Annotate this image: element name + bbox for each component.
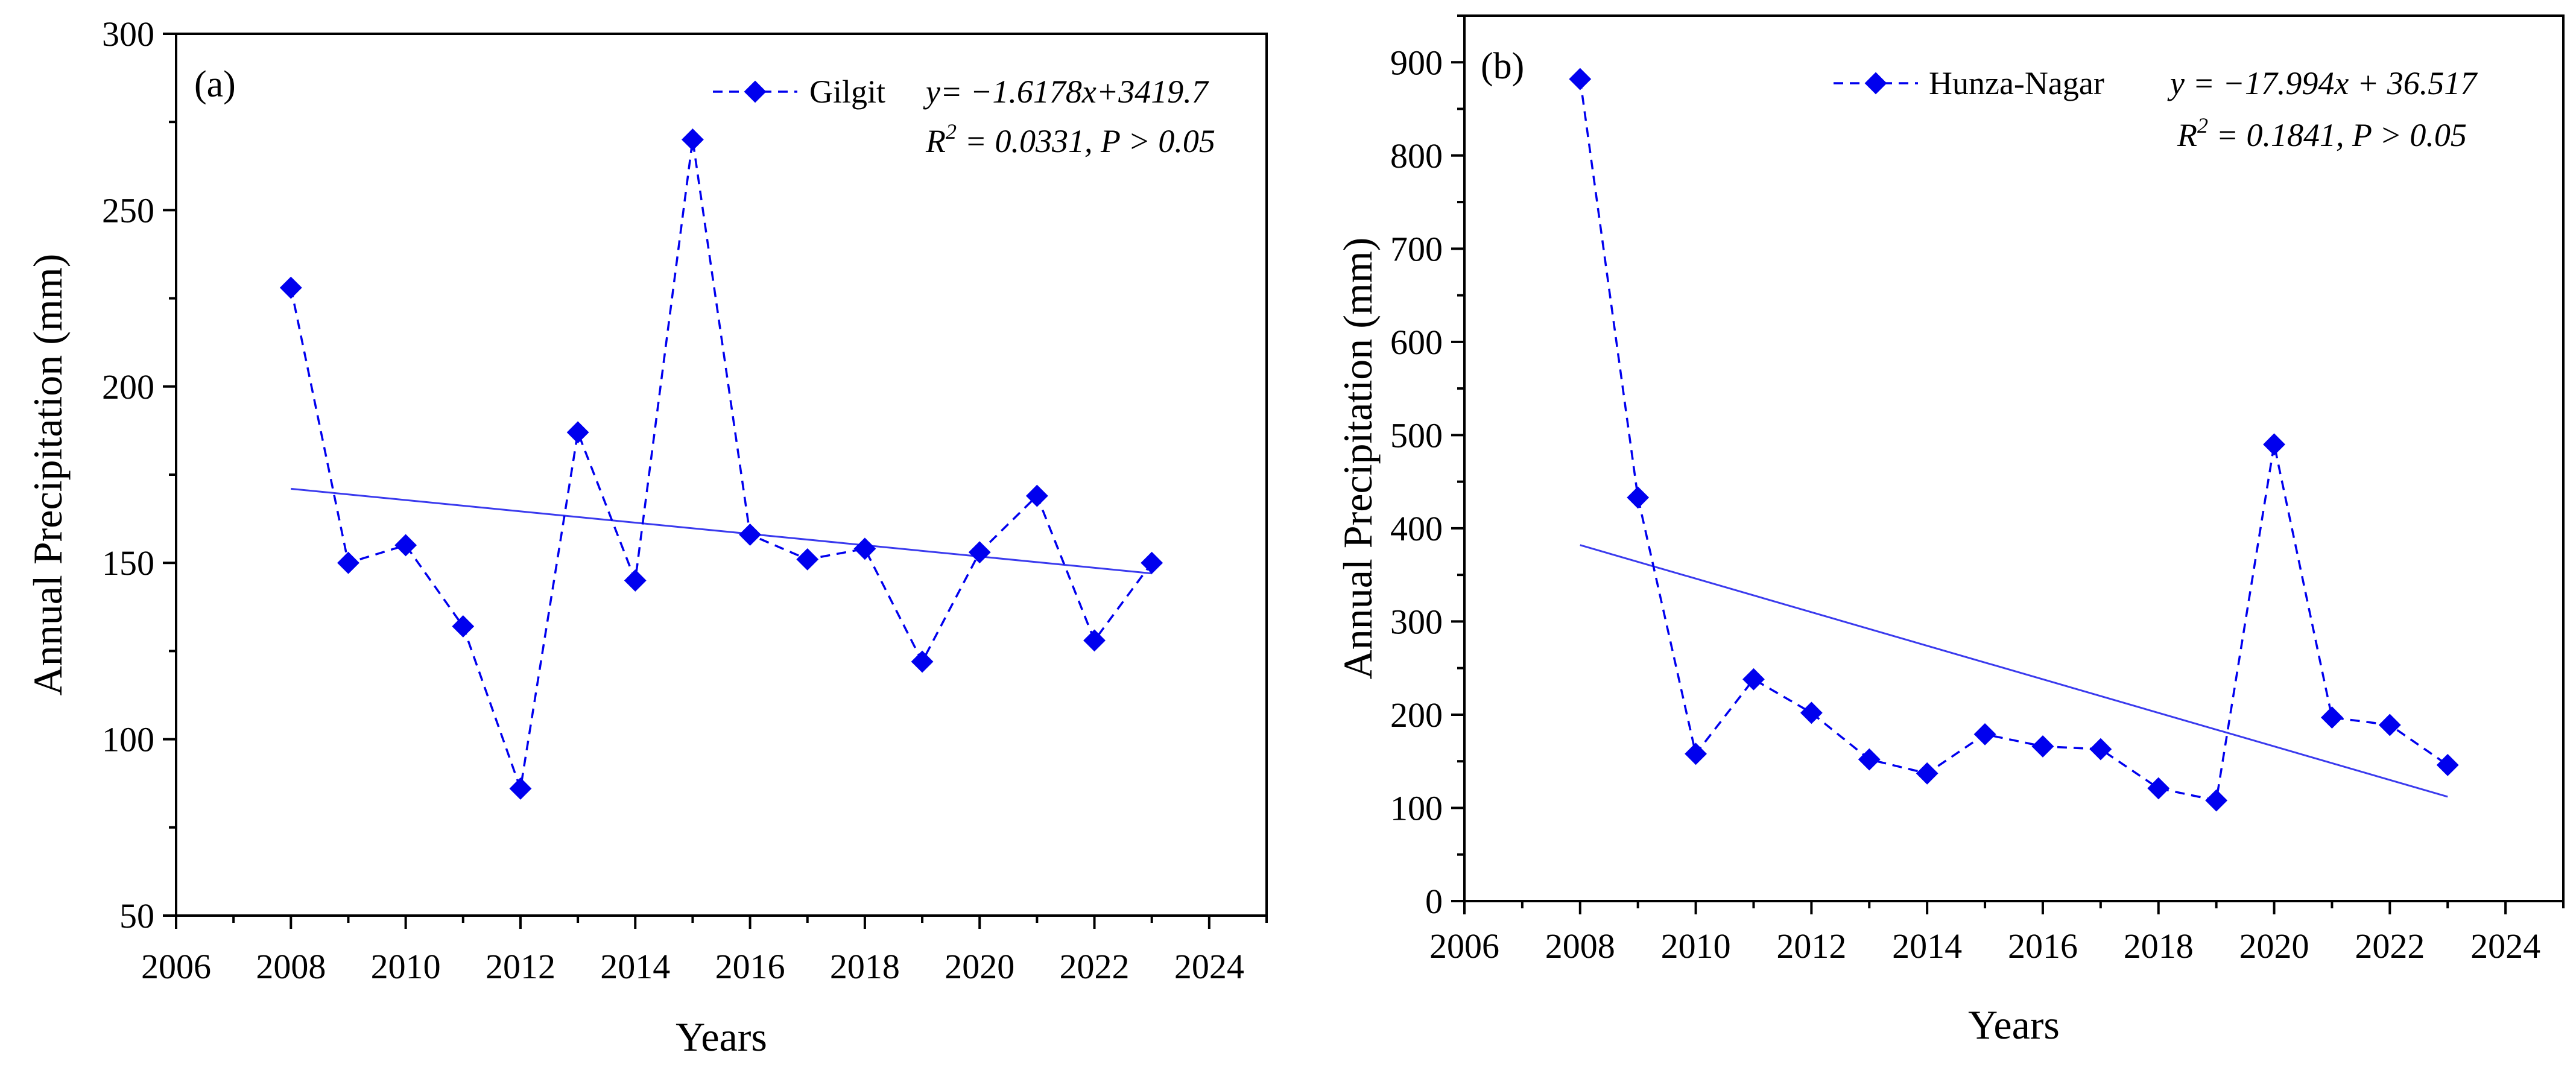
r-symbol: R: [925, 123, 946, 159]
chart-panel-0: 2006 2008 2010 2012 2014 2016 2018 2020 2022 2024…: [25, 14, 1268, 1060]
data-point: [911, 650, 934, 673]
x-tick-label: 2024: [1174, 947, 1244, 986]
data-point: [1858, 748, 1881, 771]
panel-label: (b): [1481, 46, 1524, 87]
data-point: [1627, 486, 1650, 509]
data-point: [2031, 735, 2054, 758]
r-symbol: R: [2177, 117, 2197, 153]
x-tick-label: 2012: [486, 947, 555, 986]
data-point: [509, 777, 532, 800]
y-tick-label: 300: [1390, 602, 1443, 641]
x-tick-label: 2016: [2008, 926, 2078, 966]
y-tick-label: 500: [1390, 416, 1443, 455]
data-point: [1685, 742, 1707, 765]
data-point: [1973, 723, 1996, 745]
y-tick-label: 600: [1390, 323, 1443, 362]
x-tick-label: 2006: [141, 947, 211, 986]
r-exponent: 2: [946, 119, 957, 144]
y-tick-label: 100: [102, 720, 154, 759]
plot-frame: [1463, 14, 2565, 902]
data-point: [1800, 701, 1823, 724]
y-tick-label: 700: [1390, 229, 1443, 268]
legend-marker: [744, 80, 767, 103]
regression-stats: R2 = 0.0331, P > 0.05: [925, 119, 1215, 159]
panel-label: (a): [194, 64, 236, 105]
regression-stats: R2 = 0.1841, P > 0.05: [2177, 113, 2467, 153]
data-point: [968, 541, 991, 564]
x-tick-label: 2014: [600, 947, 670, 986]
data-point: [1742, 668, 1765, 691]
x-tick-label: 2024: [2470, 926, 2540, 966]
x-tick-label: 2008: [256, 947, 326, 986]
legend-label: Hunza-Nagar: [1929, 65, 2104, 101]
regression-equation: y= −1.6178x+3419.7: [923, 74, 1209, 110]
data-point: [2089, 738, 2112, 761]
data-point: [1569, 68, 1592, 90]
y-tick-label: 100: [1390, 788, 1443, 828]
y-tick-label: 200: [1390, 695, 1443, 735]
data-point: [2205, 789, 2228, 812]
data-point: [682, 128, 704, 151]
data-point: [279, 276, 302, 299]
data-point: [2263, 433, 2285, 456]
x-tick-label: 2006: [1429, 926, 1499, 966]
y-tick-label: 150: [102, 543, 154, 583]
stats-rest: = 0.1841, P > 0.05: [2208, 117, 2467, 153]
x-axis-title: Years: [1968, 1002, 2060, 1048]
x-tick-label: 2016: [715, 947, 785, 986]
data-point: [1083, 629, 1106, 652]
data-point: [337, 551, 359, 574]
data-point: [394, 534, 417, 557]
x-tick-label: 2020: [945, 947, 1014, 986]
y-tick-label: 250: [102, 191, 154, 230]
data-point: [739, 524, 761, 546]
data-point: [2147, 777, 2170, 800]
series-line: [290, 139, 1153, 790]
data-point: [566, 421, 589, 444]
x-axis-title: Years: [676, 1014, 767, 1060]
series-line: [1579, 78, 2449, 802]
data-point: [796, 548, 819, 571]
y-tick-label: 900: [1390, 43, 1443, 82]
x-tick-label: 2022: [1060, 947, 1130, 986]
y-axis-title: Annual Precipitation (mm): [25, 254, 71, 696]
r-exponent: 2: [2197, 113, 2208, 138]
data-point: [624, 569, 647, 592]
x-tick-label: 2010: [371, 947, 441, 986]
regression-equation: y = −17.994x + 36.517: [2167, 65, 2478, 101]
data-point: [2378, 714, 2401, 736]
data-point: [2436, 753, 2459, 776]
data-point: [853, 537, 876, 560]
x-tick-label: 2010: [1661, 926, 1731, 966]
y-axis-title: Annual Precipitation (mm): [1335, 238, 1381, 680]
x-tick-label: 2018: [830, 947, 900, 986]
data-point: [452, 615, 475, 638]
y-tick-label: 200: [102, 367, 154, 407]
x-tick-label: 2022: [2355, 926, 2425, 966]
y-tick-label: 50: [119, 896, 154, 935]
legend-marker: [1864, 72, 1887, 95]
data-point: [1916, 762, 1938, 785]
data-point: [2321, 706, 2343, 729]
stats-rest: = 0.0331, P > 0.05: [957, 123, 1215, 159]
trend-line: [1580, 544, 2448, 798]
y-tick-label: 300: [102, 14, 154, 54]
legend-label: Gilgit: [809, 74, 885, 110]
x-tick-label: 2008: [1545, 926, 1615, 966]
chart-panel-1: 2006 2008 2010 2012 2014 2016 2018 2020 2022 2024…: [1335, 14, 2565, 1048]
x-tick-label: 2014: [1892, 926, 1962, 966]
data-point: [1025, 484, 1048, 507]
x-tick-label: 2018: [2124, 926, 2194, 966]
y-tick-label: 800: [1390, 136, 1443, 176]
x-tick-label: 2012: [1776, 926, 1846, 966]
y-tick-label: 400: [1390, 509, 1443, 548]
trend-line: [291, 487, 1152, 575]
x-tick-label: 2020: [2239, 926, 2309, 966]
y-tick-label: 0: [1425, 882, 1443, 921]
data-point: [1141, 551, 1163, 574]
